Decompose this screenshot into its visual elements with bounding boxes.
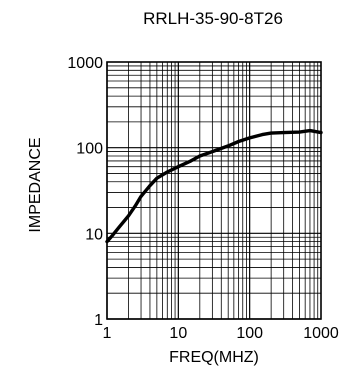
y-tick-label: 1 <box>94 312 103 329</box>
y-tick-label: 1000 <box>67 55 103 72</box>
x-tick-label: 100 <box>236 325 263 342</box>
x-tick-label: 1000 <box>303 325 339 342</box>
x-tick-label: 10 <box>169 325 187 342</box>
x-axis-label: FREQ(MHZ) <box>169 349 259 366</box>
y-tick-label: 10 <box>85 226 103 243</box>
tick-labels: 1 10 100 1000 1 10 100 1000 <box>67 55 338 342</box>
x-tick-label: 1 <box>103 325 112 342</box>
y-axis-label: IMPEDANCE <box>27 137 44 232</box>
y-tick-label: 100 <box>76 141 103 158</box>
chart-title: RRLH-35-90-8T26 <box>143 9 283 28</box>
plot-frame <box>106 61 322 320</box>
impedance-curve <box>105 128 323 244</box>
chart-grid <box>106 62 321 320</box>
